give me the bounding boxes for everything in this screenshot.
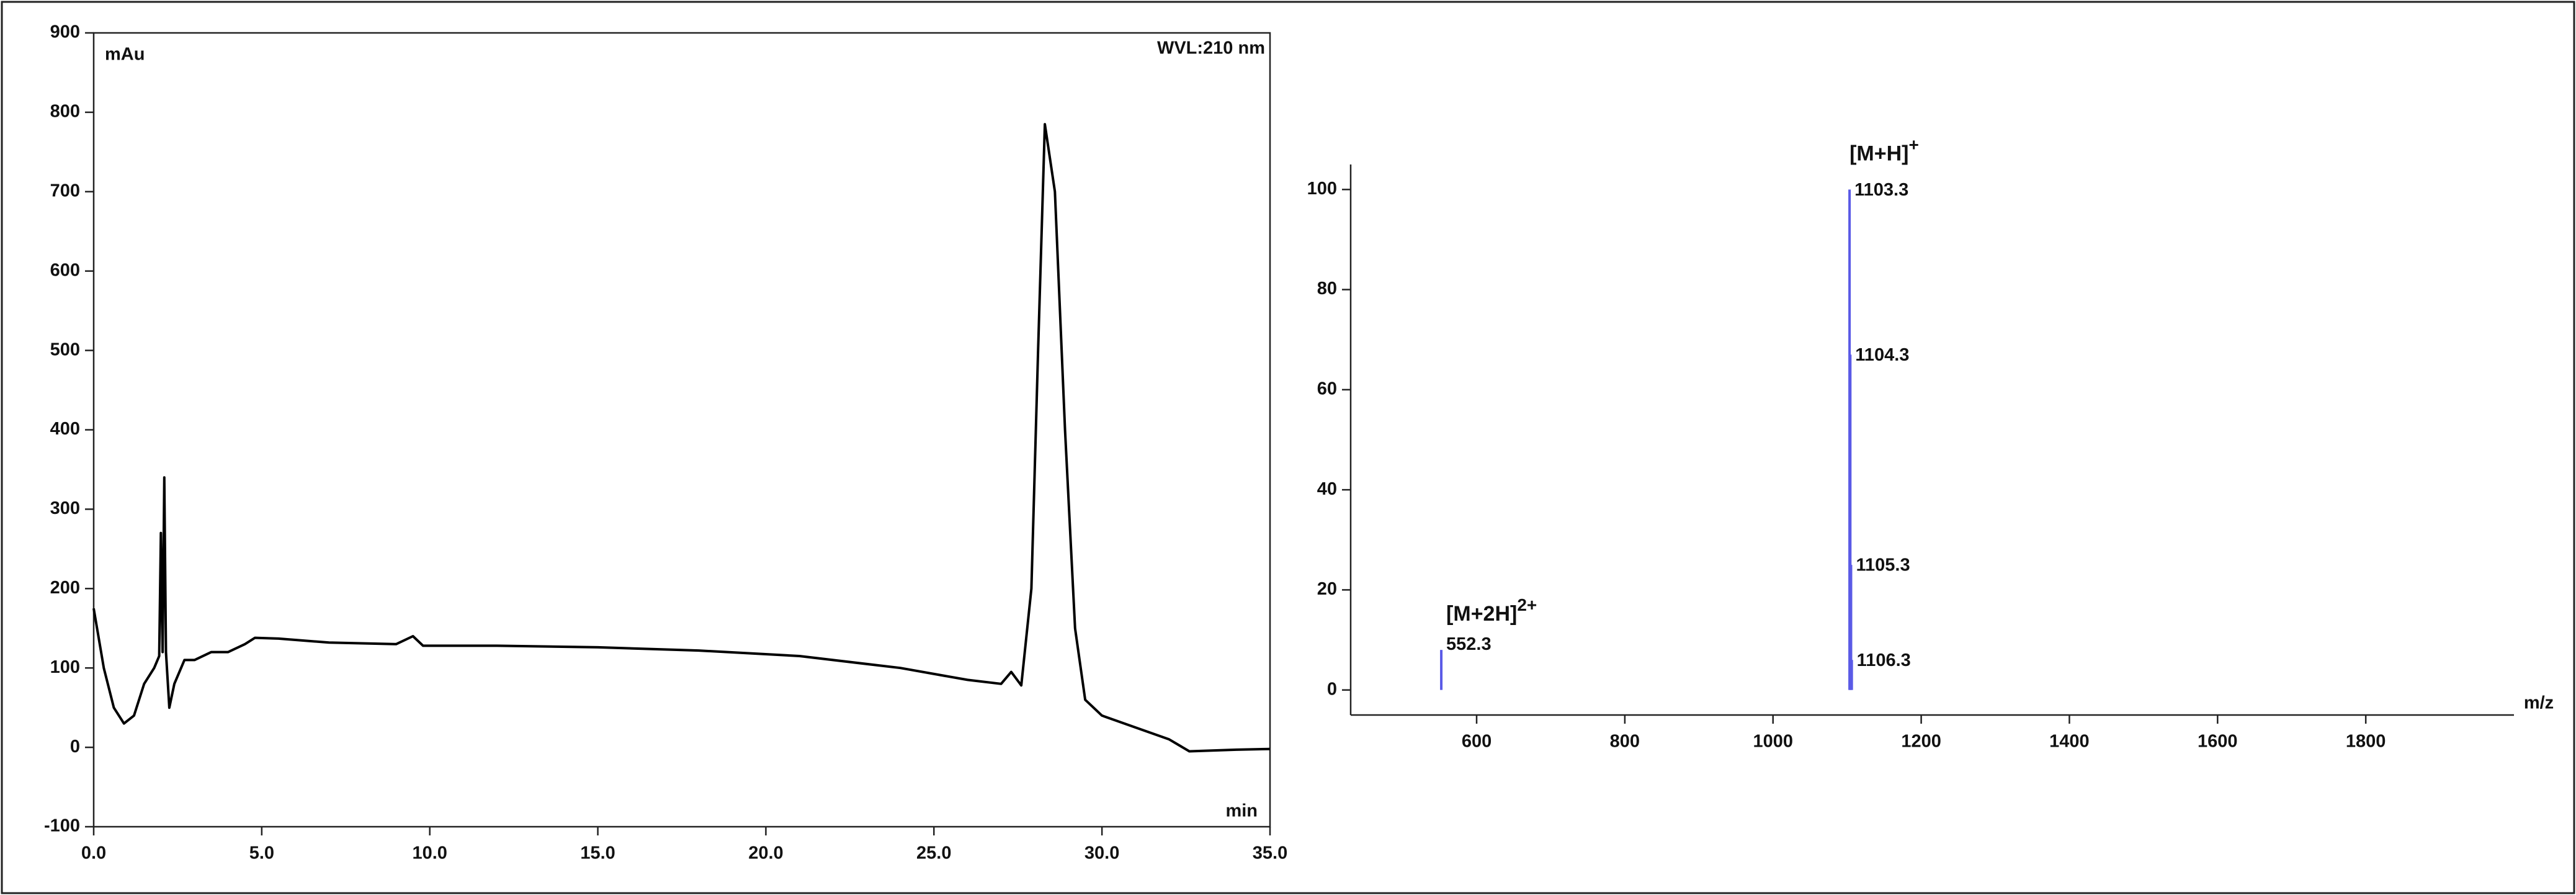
peak-label: 1105.3 (1856, 555, 1910, 575)
x-tick-label: 600 (1462, 732, 1491, 752)
x-tick-label: 1400 (2049, 732, 2090, 752)
x-unit-label: min (1225, 801, 1258, 821)
x-tick-label: 1000 (1753, 732, 1793, 752)
y-tick-label: 600 (50, 260, 80, 280)
x-tick-label: 800 (1610, 732, 1640, 752)
x-tick-label: 25.0 (916, 843, 951, 863)
y-tick-label: -100 (44, 816, 80, 836)
y-tick-label: 900 (50, 22, 80, 42)
ion-text: [M+H] (1849, 142, 1908, 165)
x-tick-label: 1200 (1901, 732, 1941, 752)
x-tick-label: 20.0 (748, 843, 783, 863)
ion-text: [M+2H] (1446, 602, 1517, 626)
y-tick-label: 700 (50, 181, 80, 200)
y-tick-label: 100 (50, 657, 80, 677)
ion-charge: 2+ (1517, 596, 1537, 615)
y-tick-label: 400 (50, 419, 80, 439)
x-tick-label: 35.0 (1253, 843, 1287, 863)
peak-label: 1104.3 (1855, 345, 1909, 365)
y-tick-label: 800 (50, 102, 80, 122)
peak-label: 552.3 (1446, 634, 1491, 654)
x-tick-label: 5.0 (249, 843, 274, 863)
x-tick-label: 1600 (2198, 732, 2238, 752)
peak-label: 1106.3 (1857, 650, 1911, 670)
y-tick-label: 60 (1317, 379, 1337, 399)
y-tick-label: 200 (50, 578, 80, 598)
y-unit-label: mAu (105, 45, 145, 65)
x-tick-label: 30.0 (1085, 843, 1119, 863)
y-tick-label: 0 (70, 737, 80, 757)
y-tick-label: 20 (1317, 579, 1337, 599)
ion-annotation: [M+H]+ (1849, 135, 1919, 166)
x-tick-label: 0.0 (81, 843, 106, 863)
x-tick-label: 1800 (2346, 732, 2386, 752)
x-tick-label: 15.0 (580, 843, 615, 863)
chromatogram-trace (92, 123, 1271, 753)
y-tick-label: 40 (1317, 479, 1337, 499)
ion-charge: + (1908, 135, 1918, 155)
y-tick-label: 80 (1317, 279, 1337, 299)
wavelength-label: WVL:210 nm (1157, 38, 1265, 58)
y-tick-label: 100 (1307, 179, 1337, 199)
x-tick-label: 10.0 (412, 843, 447, 863)
x-unit-label: m/z (2524, 693, 2554, 713)
y-tick-label: 500 (50, 340, 80, 359)
y-tick-label: 0 (1327, 679, 1337, 699)
ion-annotation: [M+2H]2+ (1446, 596, 1537, 626)
y-tick-label: 300 (50, 498, 80, 518)
peak-label: 1103.3 (1854, 180, 1908, 200)
